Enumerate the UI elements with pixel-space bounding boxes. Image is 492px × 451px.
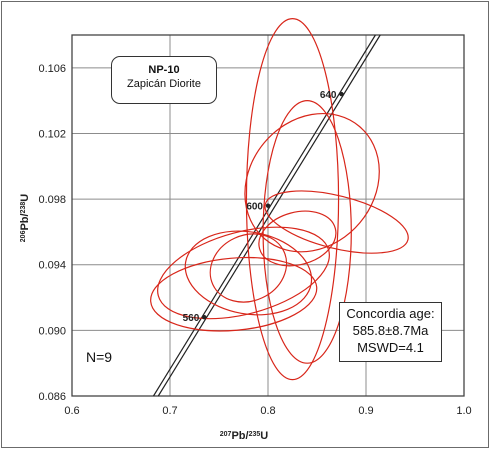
error-ellipse [245, 17, 340, 381]
n-count-label: N=9 [86, 349, 113, 365]
x-axis-label: 207Pb/235U [220, 430, 269, 442]
age-marker-label: 640 [320, 90, 337, 101]
y-tick-label: 0.102 [38, 128, 66, 140]
error-ellipses [150, 17, 409, 381]
concordia-age-title: Concordia age: [346, 306, 435, 321]
y-tick-label: 0.086 [38, 391, 66, 403]
concordia-line [152, 34, 376, 397]
y-tick-label: 0.098 [38, 194, 66, 206]
age-marker-dot [339, 91, 344, 97]
age-marker-dot [202, 315, 207, 320]
y-tick-label: 0.090 [38, 325, 66, 337]
error-ellipse [184, 230, 313, 316]
plot-area [71, 34, 465, 397]
concordia-age-box: Concordia age: 585.8±8.7Ma MSWD=4.1 [339, 302, 442, 362]
error-ellipse [150, 256, 318, 332]
y-axis-label: 206Pb/238U [19, 194, 31, 243]
error-ellipse [157, 226, 330, 320]
x-tick-label: 0.8 [260, 405, 275, 417]
y-tick-label: 0.106 [38, 63, 66, 75]
mswd-value: MSWD=4.1 [357, 340, 424, 355]
sample-description: Zapicán Diorite [127, 78, 201, 90]
tick-labels: 0.6 0.7 0.8 0.9 1.0 0.086 0.090 0.094 0.098 0.102… [38, 63, 471, 417]
age-marker-dot [265, 203, 271, 208]
concordia-age-value: 585.8±8.7Ma [352, 323, 429, 338]
error-ellipse [244, 112, 380, 253]
age-markers: 560 600 640 [183, 90, 344, 324]
x-tick-label: 1.0 [456, 405, 471, 417]
x-tick-label: 0.6 [64, 405, 79, 417]
x-tick-label: 0.9 [358, 405, 373, 417]
age-marker-label: 600 [246, 202, 263, 213]
error-ellipse [209, 233, 288, 303]
y-tick-label: 0.094 [38, 260, 66, 272]
x-tick-label: 0.7 [162, 405, 177, 417]
error-ellipse [258, 210, 337, 267]
sample-label-box: NP-10 Zapicán Diorite [111, 56, 217, 104]
sample-name: NP-10 [148, 64, 180, 76]
age-marker-label: 560 [183, 313, 200, 324]
